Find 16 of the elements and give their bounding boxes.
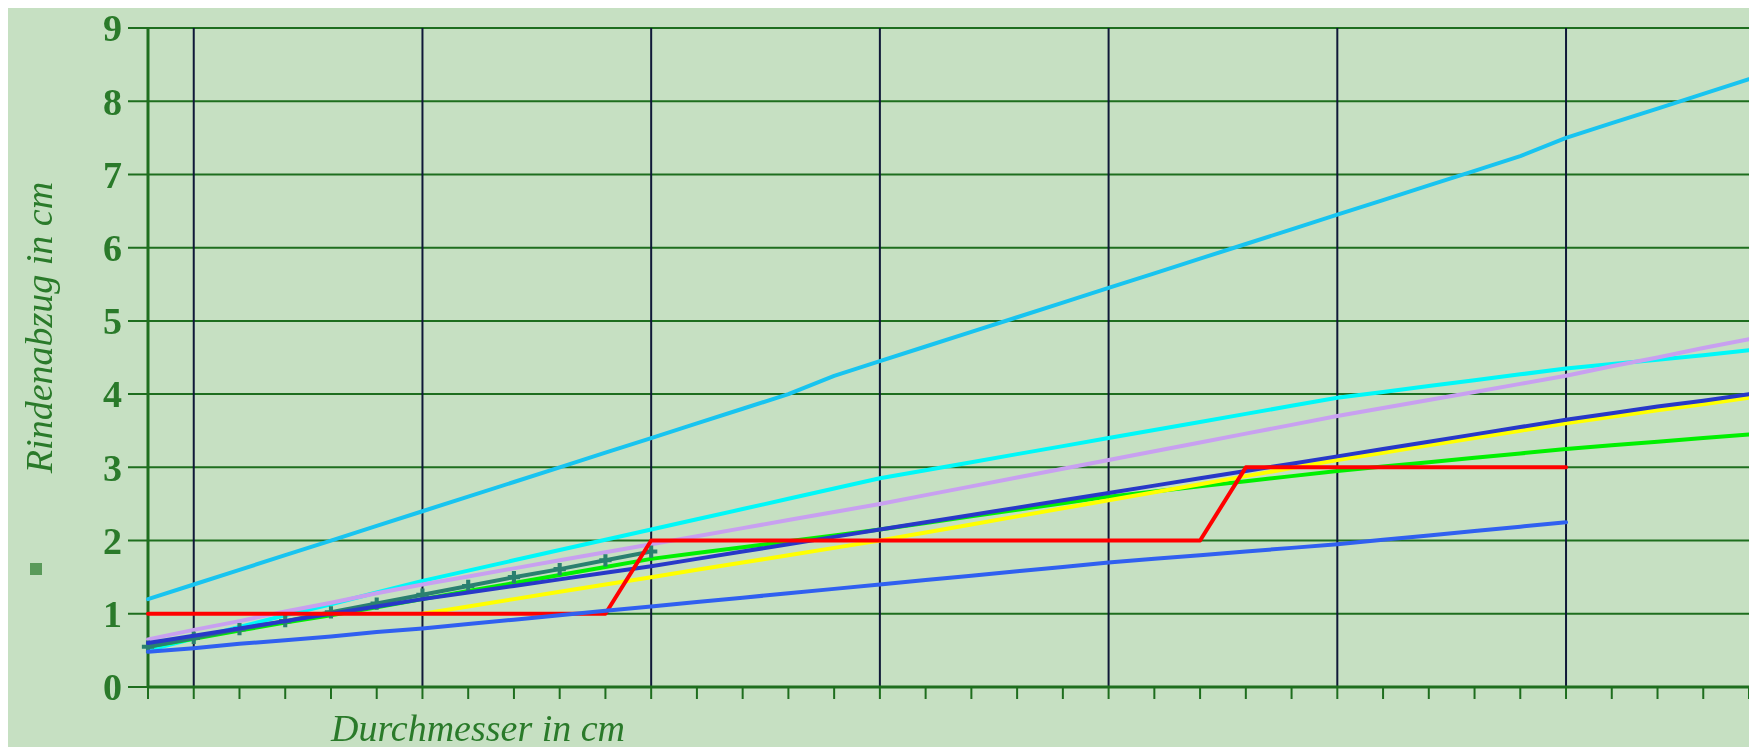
point bbox=[507, 571, 521, 584]
x-axis-title: Durchmesser in cm bbox=[329, 707, 626, 749]
y-tick-label: 7 bbox=[103, 153, 122, 196]
line-series bbox=[146, 77, 1749, 602]
point bbox=[553, 562, 566, 576]
y-tick-label: 8 bbox=[103, 80, 122, 123]
y-tick-label: 9 bbox=[103, 7, 122, 50]
y-tick-label: 5 bbox=[103, 300, 122, 343]
y-axis-title: Rindenabzug in cm bbox=[18, 181, 60, 475]
y-tick-label: 2 bbox=[103, 519, 122, 562]
y-tick-label: 0 bbox=[103, 666, 122, 709]
y-tick-label: 4 bbox=[103, 373, 122, 416]
point bbox=[599, 554, 612, 567]
y-tick-label: 6 bbox=[103, 226, 122, 269]
y-tick-label: 1 bbox=[103, 593, 122, 636]
y-tick-label: 3 bbox=[103, 446, 122, 489]
